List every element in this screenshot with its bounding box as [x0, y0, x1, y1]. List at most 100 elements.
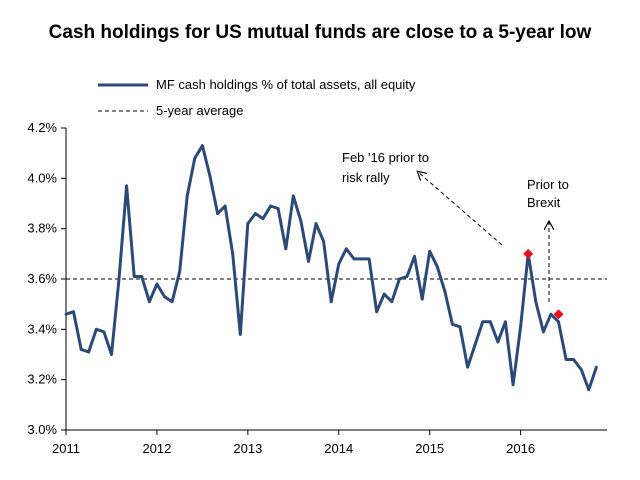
data-point — [420, 297, 424, 301]
y-tick-label: 3.2% — [27, 372, 57, 387]
data-point — [367, 257, 371, 261]
data-point — [579, 368, 583, 371]
data-point — [564, 358, 568, 361]
highlight-marker — [553, 309, 564, 320]
data-point — [587, 388, 591, 392]
data-point — [261, 217, 265, 221]
data-point — [466, 365, 470, 369]
data-point — [87, 350, 91, 354]
annotation-feb16: Feb '16 prior to risk rally — [342, 150, 433, 185]
data-point — [496, 340, 500, 344]
data-point — [216, 212, 219, 215]
data-point — [284, 247, 288, 251]
data-point — [231, 252, 235, 256]
data-point — [398, 277, 401, 281]
data-point — [541, 330, 545, 334]
highlight-markers — [523, 248, 564, 320]
data-point — [185, 194, 189, 198]
x-tick-label: 2015 — [415, 441, 444, 456]
data-point — [299, 219, 303, 223]
y-tick-label: 3.8% — [27, 221, 57, 236]
data-point — [102, 330, 106, 334]
data-point — [163, 295, 166, 299]
data-point — [413, 254, 416, 258]
data-point — [390, 300, 394, 304]
data-point — [64, 312, 68, 316]
data-point — [246, 222, 250, 226]
series-line-cash-holdings — [65, 144, 598, 392]
x-tick-label: 2013 — [233, 441, 262, 456]
data-point — [238, 332, 242, 336]
y-tick-label: 4.0% — [27, 170, 57, 185]
data-point — [572, 358, 576, 361]
annotation-feb16-line1: Feb '16 prior to — [342, 150, 429, 165]
annotation-brexit: Prior to Brexit — [527, 177, 573, 210]
x-tick-label: 2011 — [52, 441, 80, 456]
x-ticks: 2011 2012 2013 2014 2015 2016 — [52, 430, 535, 456]
data-point — [200, 144, 204, 148]
data-point — [428, 249, 432, 253]
data-point — [594, 365, 598, 369]
data-point — [329, 300, 333, 304]
data-point — [322, 239, 325, 243]
highlight-marker — [523, 248, 534, 259]
y-ticks: 3.0% 3.2% 3.4% 3.6% 3.8% 4.0% 4.2% — [27, 120, 66, 437]
data-point — [170, 300, 174, 304]
legend-label-cash-holdings: MF cash holdings % of total assets, all … — [156, 77, 416, 92]
data-point — [382, 292, 386, 296]
data-point — [511, 383, 515, 387]
legend-label-5yr-average: 5-year average — [156, 103, 243, 118]
data-point — [458, 325, 462, 329]
annotation-brexit-line2: Brexit — [527, 195, 561, 210]
data-point — [314, 222, 318, 226]
data-point — [337, 262, 341, 266]
data-point — [117, 277, 121, 281]
data-point — [451, 322, 454, 326]
data-point — [178, 270, 182, 273]
data-point — [140, 275, 144, 278]
y-tick-label: 3.4% — [27, 321, 57, 336]
data-point — [276, 207, 280, 210]
data-point — [443, 290, 447, 293]
data-point — [405, 275, 409, 278]
data-point — [132, 275, 136, 278]
annotation-feb16-line2: risk rally — [342, 170, 390, 185]
data-point — [125, 184, 129, 188]
data-point — [307, 259, 310, 263]
data-point — [375, 310, 379, 314]
data-point — [360, 257, 363, 261]
x-tick-label: 2016 — [506, 441, 535, 456]
data-point — [223, 204, 227, 208]
data-point — [79, 348, 83, 351]
x-tick-label: 2012 — [142, 441, 171, 456]
data-point — [352, 257, 356, 261]
x-tick-label: 2014 — [324, 441, 353, 456]
data-point — [557, 320, 560, 324]
chart-title: Cash holdings for US mutual funds are cl… — [49, 22, 592, 43]
data-point — [193, 156, 197, 160]
data-point — [504, 320, 507, 324]
data-point — [519, 325, 523, 329]
data-point — [549, 312, 553, 316]
data-point — [534, 300, 538, 304]
legend: MF cash holdings % of total assets, all … — [98, 77, 416, 118]
data-point — [155, 282, 159, 286]
y-tick-label: 4.2% — [27, 120, 57, 135]
data-point — [110, 353, 113, 356]
data-point — [253, 212, 257, 215]
data-point — [481, 320, 485, 324]
data-point — [473, 343, 477, 346]
data-point — [72, 310, 75, 314]
feb16-arrow — [418, 172, 503, 246]
annotation-brexit-line1: Prior to — [527, 177, 569, 192]
data-point — [291, 194, 295, 198]
data-point — [208, 174, 212, 178]
y-tick-label: 3.0% — [27, 422, 57, 437]
data-point — [147, 300, 151, 304]
data-point — [94, 327, 98, 331]
data-point — [269, 204, 272, 208]
data-point — [344, 247, 348, 251]
data-point — [435, 265, 439, 268]
data-point — [488, 320, 492, 324]
